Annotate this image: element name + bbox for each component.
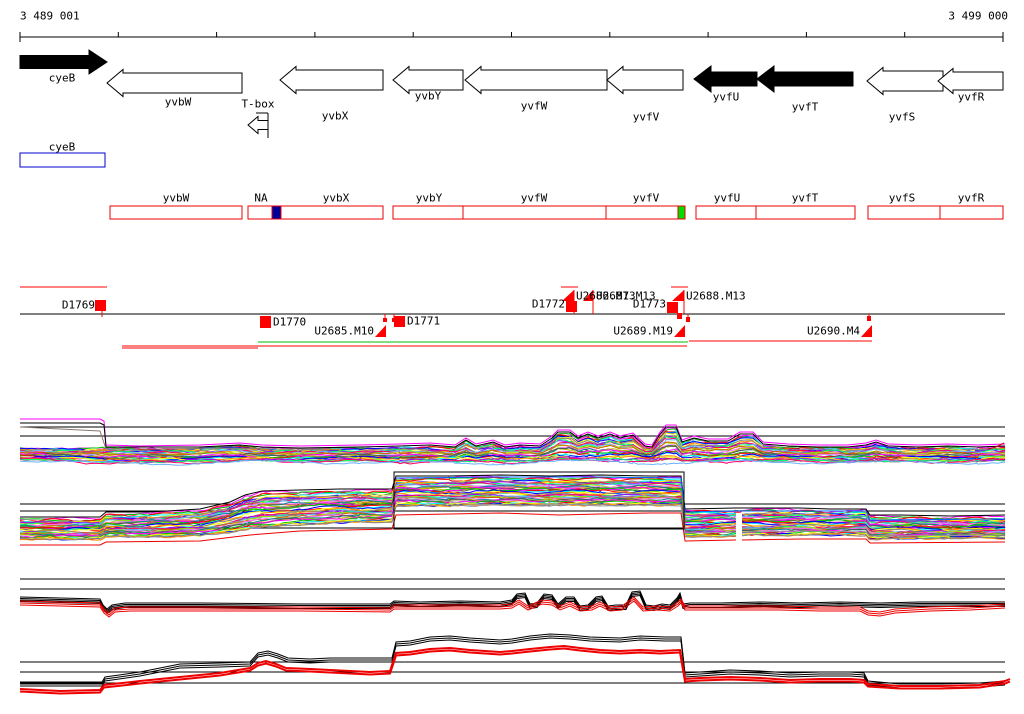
probe-marker[interactable] (383, 318, 387, 322)
expression-profile-upper-band-line (19, 445, 1006, 460)
expression-profile-lower-gap (736, 513, 742, 547)
annotation-box-yvft[interactable] (755, 205, 856, 220)
probe-marker[interactable] (867, 316, 871, 321)
probe-flag[interactable] (672, 290, 684, 301)
summary-profile-lower-red-traces (19, 644, 1011, 693)
expression-profile-lower-band-line (19, 490, 1006, 534)
gene-arrow-yvfs[interactable] (866, 66, 944, 96)
summary-profile-lower-black-traces (20, 637, 1006, 689)
annotation-box-yvbw[interactable] (109, 205, 243, 220)
gene-arrow-yvfv[interactable] (606, 65, 684, 95)
gene-arrow-yvfw[interactable] (464, 65, 608, 95)
expression-profile-upper-band-line (19, 458, 1006, 466)
expression-profile-upper-black-envelope (20, 422, 1006, 449)
probe-flag[interactable] (562, 290, 574, 301)
summary-profile-upper-black-traces (19, 590, 1005, 610)
annotation-box-yvfv[interactable] (605, 205, 686, 220)
expression-profile-upper-magenta-envelope (20, 418, 1006, 447)
expression-profile-lower-band-line (19, 484, 1006, 528)
expression-profile-lower-region-box (393, 471, 685, 530)
summary-profile-upper-red-traces (19, 596, 1006, 614)
gene-arrow-cyeb[interactable] (19, 49, 108, 75)
probe-flag[interactable] (583, 290, 593, 301)
gene-arrow-yvft[interactable] (756, 64, 854, 94)
summary-profile-upper-red-traces (19, 598, 1006, 616)
expression-profile-lower-red-low (20, 512, 1006, 546)
expression-profile-lower-band-line (19, 498, 1006, 538)
annotation-box-yvfs[interactable] (867, 205, 941, 220)
annotation-box-cyeb[interactable] (19, 152, 106, 168)
annotation-box-yvby[interactable] (392, 205, 464, 220)
expression-profile-lower-gray-mid (395, 496, 1006, 537)
probe-marker[interactable] (95, 300, 106, 311)
expression-profile-upper-gray-left (19, 426, 340, 450)
annotation-marker-na[interactable] (271, 205, 282, 220)
expression-profile-upper-band-line (19, 428, 1006, 452)
gene-arrow-yvbw[interactable] (106, 68, 243, 98)
probe-flag[interactable] (375, 325, 386, 337)
gene-arrow-yvfr[interactable] (937, 67, 1004, 95)
probe-marker[interactable] (667, 302, 678, 313)
expression-profile-lower-blue-top (395, 476, 1006, 521)
annotation-box-yvbx[interactable] (280, 205, 384, 220)
annotation-box-yvfu[interactable] (695, 205, 757, 220)
gene-arrow-t-box[interactable] (247, 115, 269, 135)
probe-flag[interactable] (861, 325, 872, 337)
probe-marker[interactable] (394, 316, 405, 327)
gene-arrow-yvfu[interactable] (693, 64, 758, 94)
summary-profile-upper-red-traces (19, 600, 1006, 618)
probe-flag[interactable] (674, 325, 685, 337)
annotation-box-yvfw[interactable] (462, 205, 607, 220)
probe-marker[interactable] (260, 316, 271, 328)
expression-profile-lower-band-line (19, 502, 1006, 541)
probe-marker[interactable] (677, 313, 682, 319)
gene-arrow-yvby[interactable] (392, 65, 464, 95)
summary-profile-lower-black-traces (20, 633, 1006, 685)
summary-profile-lower-red-traces (19, 647, 1011, 695)
expression-profile-upper-darkred-end (987, 442, 1005, 450)
probe-marker[interactable] (686, 317, 690, 322)
probe-marker[interactable] (392, 318, 396, 322)
expression-profile-lower-band-line (19, 483, 1005, 527)
annotation-box-yvfr[interactable] (939, 205, 1004, 220)
summary-profile-lower-black-traces (20, 635, 1006, 687)
gene-arrow-yvbx[interactable] (279, 65, 384, 95)
annotation-marker-yvfv[interactable] (677, 205, 686, 220)
probe-marker[interactable] (566, 301, 577, 312)
expression-profile-lower-black-envelope (20, 474, 1006, 518)
